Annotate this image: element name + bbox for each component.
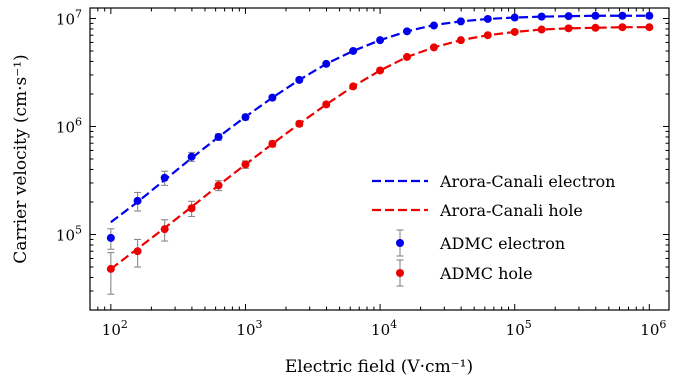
- data-point: [429, 43, 438, 52]
- data-point: [456, 17, 465, 26]
- data-point: [376, 36, 385, 45]
- x-tick-label: 106: [640, 318, 666, 339]
- series-points: [106, 11, 654, 250]
- y-axis-ticks: 105 106 107: [56, 7, 669, 311]
- x-tick-label: 102: [102, 318, 128, 339]
- data-point: [510, 13, 519, 22]
- legend-label: ADMC hole: [439, 264, 533, 283]
- data-point: [214, 132, 223, 141]
- legend: Arora-Canali electron Arora-Canali hole AD…: [372, 172, 615, 287]
- data-point: [295, 119, 304, 128]
- data-point: [349, 46, 358, 55]
- data-point: [133, 196, 142, 205]
- data-point: [187, 204, 196, 213]
- x-tick-label: 105: [506, 318, 532, 339]
- data-point: [376, 66, 385, 75]
- y-axis-label: Carrier velocity (cm·s⁻¹): [11, 54, 31, 263]
- data-point: [403, 27, 412, 36]
- data-point: [456, 36, 465, 45]
- data-point: [322, 59, 331, 68]
- y-tick-label: 107: [56, 7, 82, 28]
- data-point: [591, 11, 600, 20]
- data-point: [483, 31, 492, 40]
- data-point: [133, 247, 142, 256]
- data-point: [106, 264, 115, 273]
- x-axis-ticks: 102 103 104 105 106: [89, 8, 666, 339]
- data-point: [483, 14, 492, 23]
- y-tick-label: 106: [56, 115, 82, 136]
- data-point: [645, 23, 654, 32]
- data-point: [537, 12, 546, 21]
- data-point: [564, 24, 573, 33]
- data-point: [160, 173, 169, 182]
- plot-frame: [89, 7, 670, 311]
- data-point: [537, 25, 546, 34]
- data-point: [160, 225, 169, 234]
- data-point: [268, 139, 277, 148]
- x-axis-label: Electric field (V·cm⁻¹): [285, 357, 473, 377]
- legend-label: Arora-Canali hole: [439, 201, 583, 220]
- data-point: [564, 12, 573, 21]
- data-point: [403, 52, 412, 61]
- data-point: [591, 23, 600, 32]
- legend-marker-swatch: [396, 239, 404, 247]
- data-point: [618, 23, 627, 32]
- legend-marker-swatch: [396, 269, 404, 277]
- legend-label: Arora-Canali electron: [439, 172, 615, 191]
- data-point: [106, 233, 115, 242]
- series-layer: [106, 11, 654, 295]
- series-points: [106, 23, 654, 295]
- data-point: [241, 113, 250, 122]
- series-line: [110, 14, 650, 224]
- data-point: [241, 160, 250, 169]
- data-point: [187, 152, 196, 161]
- data-point: [510, 27, 519, 36]
- data-point: [645, 11, 654, 20]
- data-point: [429, 21, 438, 30]
- legend-label: ADMC electron: [439, 234, 565, 253]
- data-point: [214, 181, 223, 190]
- data-point: [322, 100, 331, 109]
- series-line: [110, 26, 650, 270]
- data-point: [349, 82, 358, 91]
- x-tick-label: 104: [371, 318, 397, 339]
- data-point: [618, 11, 627, 20]
- data-point: [295, 75, 304, 84]
- data-point: [268, 93, 277, 102]
- y-tick-label: 105: [56, 224, 82, 245]
- x-tick-label: 103: [236, 318, 262, 339]
